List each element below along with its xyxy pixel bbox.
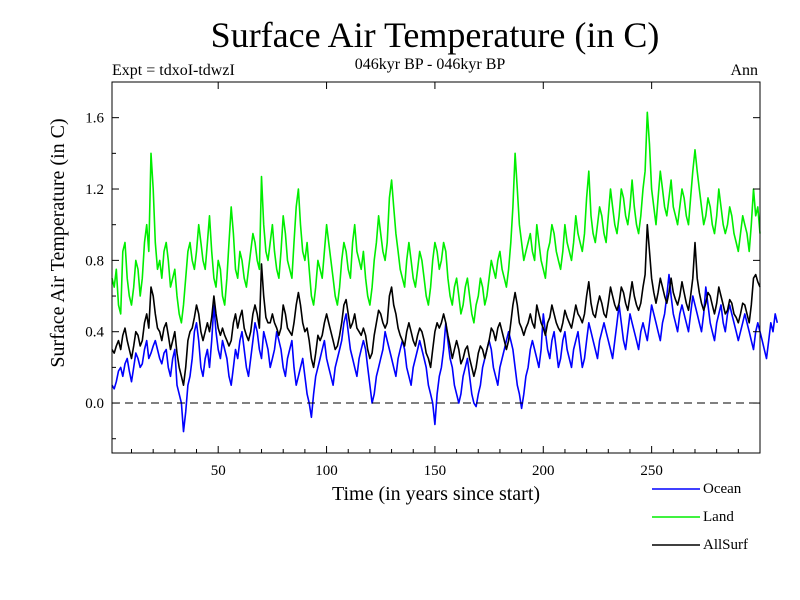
experiment-label: Expt = tdxoI-tdwzI [112,62,235,79]
y-tick-label: 0.8 [85,253,104,269]
y-tick-label: 1.2 [85,182,104,198]
series-line-allsurf [111,223,761,387]
season-label: Ann [730,62,758,79]
legend-label-land: Land [703,509,734,525]
chart-title: Surface Air Temperature (in C) [210,15,660,55]
series-line-ocean [111,273,779,433]
ticks-layer: 50 100 150 200 250 0.0 0.4 0.8 1.2 1.6 [85,81,760,479]
x-tick-label: 100 [315,463,338,479]
x-tick-label: 50 [211,463,226,479]
y-tick-label: 1.6 [85,111,104,127]
plot-frame [111,81,761,454]
legend: Ocean Land AllSurf [652,481,748,553]
series-layer [111,111,779,433]
x-axis-label: Time (in years since start) [331,483,541,505]
legend-label-ocean: Ocean [703,481,742,497]
y-tick-label: 0.4 [85,325,104,341]
chart-subtitle: 046kyr BP - 046kyr BP [354,56,506,73]
x-tick-label: 150 [424,463,447,479]
x-tick-label: 200 [532,463,555,479]
series-line-land [111,111,761,324]
x-tick-label: 250 [640,463,663,479]
y-tick-label: 0.0 [85,396,104,412]
legend-label-allsurf: AllSurf [703,537,748,553]
